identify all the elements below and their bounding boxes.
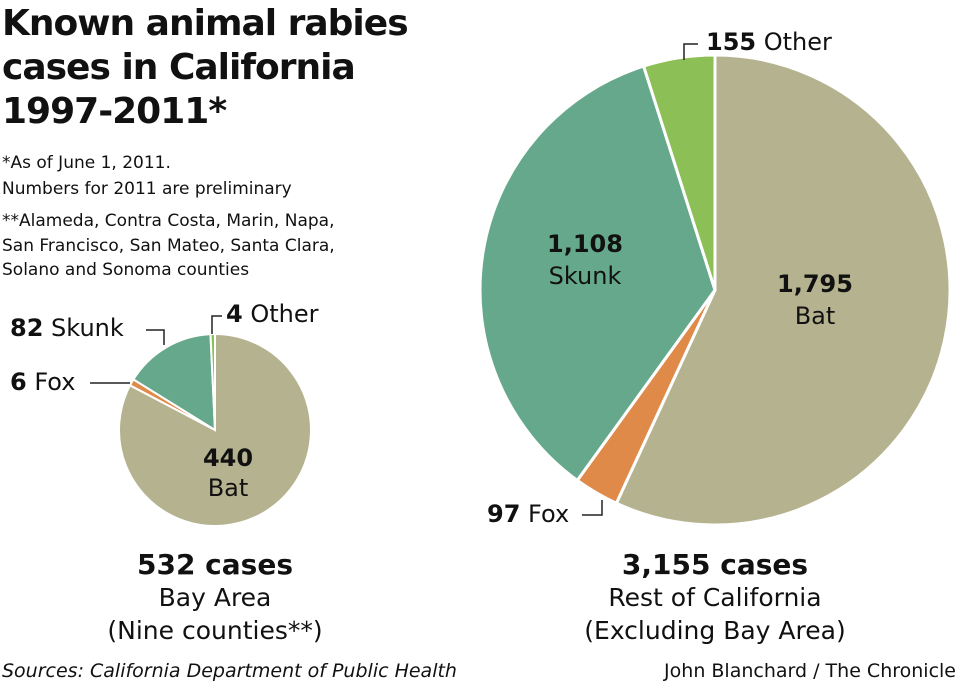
subtitle-bay: Bay Area [158, 583, 272, 612]
chart-title: Known animal rabies cases in California … [2, 3, 409, 132]
total-rest: 3,155 cases [621, 548, 809, 581]
slice-bat [118, 332, 312, 527]
label-other-bay: 4 Other [226, 300, 319, 328]
label-bat-rest: 1,795 Bat [755, 268, 875, 332]
leader-lines [90, 43, 698, 516]
subtitle2-rest: (Excluding Bay Area) [584, 616, 846, 645]
note-line: Numbers for 2011 are preliminary [2, 179, 292, 199]
name: Other [250, 300, 319, 328]
name: Skunk [548, 262, 622, 290]
name: Skunk [51, 314, 124, 342]
value: 1,108 [547, 230, 623, 258]
leader-fox-rest [582, 500, 603, 516]
subtitle2-bay: (Nine counties**) [107, 616, 323, 645]
leader-other-rest [683, 43, 698, 60]
label-bat-bay: 440 Bat [188, 443, 268, 503]
total-bay: 532 cases [136, 548, 293, 581]
note-line: San Francisco, San Mateo, Santa Clara, [2, 236, 335, 256]
name: Other [763, 28, 832, 56]
name: Fox [528, 500, 570, 528]
leader-other-bay [211, 315, 222, 334]
value: 97 [487, 500, 521, 528]
caption-rest: 3,155 cases Rest of California (Excludin… [535, 548, 895, 647]
label-fox-bay: 6 Fox [10, 368, 75, 396]
slice-skunk [132, 333, 217, 432]
name: Bat [207, 474, 249, 502]
label-fox-rest: 97 Fox [487, 500, 569, 528]
label-other-rest: 155 Other [706, 28, 832, 56]
subtitle-rest: Rest of California [608, 583, 822, 612]
name: Fox [34, 368, 76, 396]
value: 4 [226, 300, 243, 328]
value: 155 [706, 28, 757, 56]
caption-bay-area: 532 cases Bay Area (Nine counties**) [65, 548, 365, 647]
slice-bat [614, 53, 952, 527]
value: 1,795 [777, 270, 853, 298]
note-line: *As of June 1, 2011. [2, 153, 171, 173]
note-line: Solano and Sonoma counties [2, 260, 250, 280]
slice-other [209, 332, 216, 431]
credit: John Blanchard / The Chronicle [664, 660, 956, 682]
pie-bay-area [118, 332, 312, 527]
slice-skunk [478, 64, 717, 483]
name: Bat [794, 302, 836, 330]
note-line: **Alameda, Contra Costa, Marin, Napa, [2, 211, 335, 231]
source: Sources: California Department of Public… [2, 660, 457, 682]
label-skunk-bay: 82 Skunk [10, 314, 124, 342]
pie-rest-of-california [478, 53, 952, 527]
label-skunk-rest: 1,108 Skunk [525, 228, 645, 292]
value: 440 [202, 444, 254, 472]
leader-skunk-bay [146, 329, 165, 345]
value: 6 [10, 368, 27, 396]
value: 82 [10, 314, 44, 342]
slice-other [641, 53, 717, 291]
